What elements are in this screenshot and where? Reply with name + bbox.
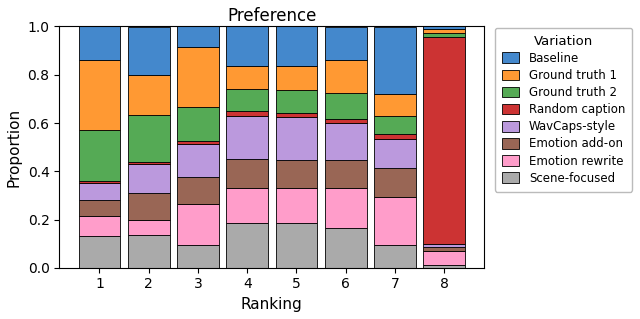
Bar — [423, 37, 465, 244]
Bar — [325, 228, 367, 268]
Bar — [128, 75, 170, 115]
Bar — [374, 26, 416, 94]
Bar — [325, 119, 367, 123]
Bar — [79, 60, 120, 130]
Bar — [276, 91, 317, 113]
Bar — [374, 245, 416, 268]
Bar — [128, 164, 170, 193]
Bar — [79, 130, 120, 181]
Bar — [374, 94, 416, 116]
Bar — [374, 168, 416, 197]
Bar — [128, 115, 170, 162]
Bar — [128, 26, 170, 75]
Bar — [177, 26, 219, 47]
Bar — [79, 183, 120, 200]
Bar — [79, 26, 120, 60]
Bar — [325, 26, 367, 60]
Bar — [227, 159, 268, 188]
Bar — [423, 26, 465, 29]
Bar — [177, 141, 219, 144]
X-axis label: Ranking: Ranking — [241, 297, 303, 312]
Bar — [325, 160, 367, 188]
Bar — [79, 236, 120, 268]
Bar — [276, 66, 317, 91]
Bar — [276, 113, 317, 117]
Bar — [325, 123, 367, 160]
Bar — [227, 26, 268, 66]
Y-axis label: Proportion: Proportion — [7, 108, 22, 187]
Bar — [128, 162, 170, 164]
Bar — [177, 204, 219, 245]
Bar — [374, 134, 416, 139]
Bar — [227, 223, 268, 268]
Bar — [227, 116, 268, 159]
Bar — [374, 116, 416, 134]
Bar — [325, 60, 367, 93]
Bar — [276, 223, 317, 268]
Bar — [177, 245, 219, 268]
Bar — [423, 29, 465, 33]
Bar — [227, 188, 268, 223]
Bar — [227, 66, 268, 89]
Bar — [374, 139, 416, 168]
Bar — [177, 47, 219, 107]
Bar — [423, 33, 465, 37]
Legend: Baseline, Ground truth 1, Ground truth 2, Random caption, WavCaps-style, Emotion: Baseline, Ground truth 1, Ground truth 2… — [495, 27, 632, 192]
Bar — [79, 216, 120, 236]
Bar — [423, 265, 465, 268]
Bar — [325, 93, 367, 119]
Bar — [227, 111, 268, 116]
Bar — [276, 117, 317, 160]
Bar — [79, 200, 120, 216]
Bar — [177, 144, 219, 177]
Bar — [276, 26, 317, 66]
Bar — [423, 247, 465, 251]
Bar — [423, 251, 465, 265]
Bar — [374, 197, 416, 245]
Bar — [177, 107, 219, 141]
Bar — [423, 244, 465, 247]
Bar — [79, 181, 120, 183]
Bar — [276, 160, 317, 188]
Bar — [128, 193, 170, 219]
Bar — [227, 89, 268, 111]
Title: Preference: Preference — [227, 7, 317, 25]
Bar — [177, 177, 219, 204]
Bar — [128, 235, 170, 268]
Bar — [128, 219, 170, 235]
Bar — [276, 188, 317, 223]
Bar — [325, 188, 367, 228]
